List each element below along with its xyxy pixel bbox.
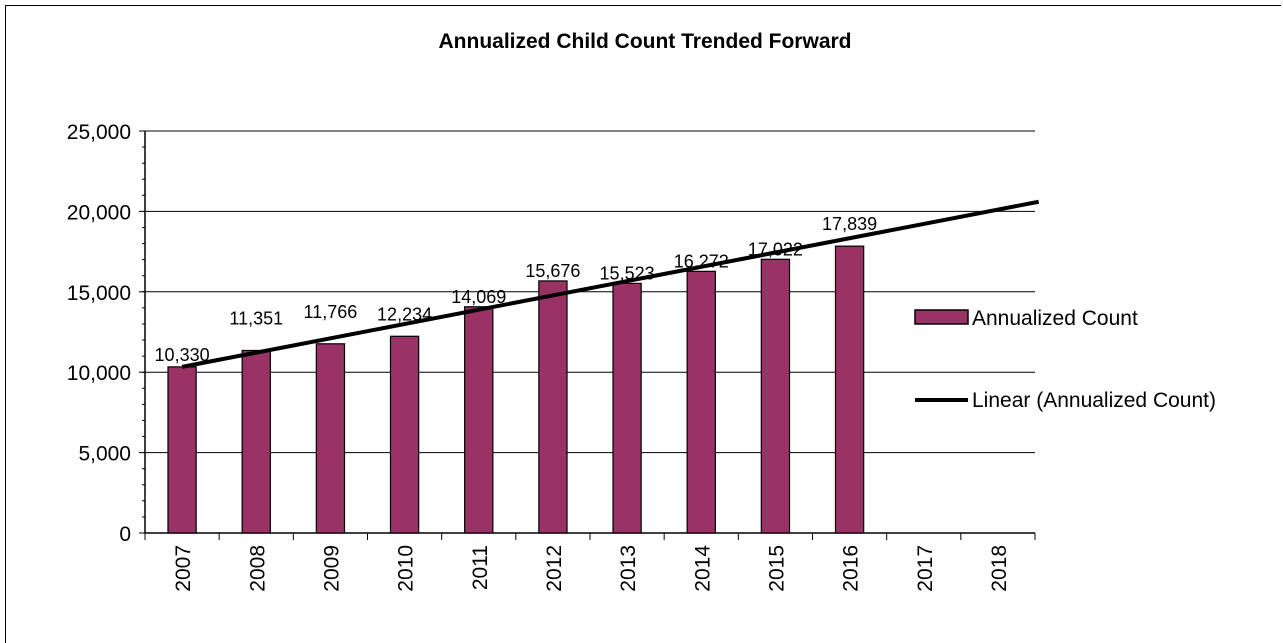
x-tick-label: 2014 bbox=[691, 545, 714, 592]
y-tick-label: 15,000 bbox=[67, 282, 131, 305]
x-tick-label: 2013 bbox=[617, 545, 640, 592]
bar bbox=[167, 366, 197, 534]
data-label: 11,351 bbox=[229, 308, 283, 328]
x-tick-label: 2009 bbox=[320, 545, 343, 592]
y-tick-label: 0 bbox=[119, 523, 131, 546]
y-tick-label: 5,000 bbox=[78, 443, 131, 466]
legend-trendline-label: Linear (Annualized Count) bbox=[972, 389, 1216, 412]
x-tick-label: 2012 bbox=[543, 545, 566, 592]
bar bbox=[538, 280, 568, 534]
x-tick-label: 2010 bbox=[395, 545, 418, 592]
data-label: 17,839 bbox=[822, 214, 877, 234]
trendline bbox=[181, 199, 1040, 369]
bar bbox=[612, 282, 642, 534]
data-label: 10,330 bbox=[155, 345, 210, 365]
x-tick-label: 2007 bbox=[172, 545, 195, 592]
x-tick-label: 2015 bbox=[765, 545, 788, 592]
x-tick-label: 2017 bbox=[914, 545, 937, 592]
plot-area: 0 5,000 10,000 15,000 20,000 25,000 2007 2008 20… bbox=[67, 121, 1040, 592]
legend-bar-label: Annualized Count bbox=[972, 307, 1138, 330]
bar bbox=[760, 258, 791, 534]
chart-title: Annualized Child Count Trended Forward bbox=[439, 30, 852, 53]
x-tick-label: 2011 bbox=[469, 545, 492, 590]
data-label: 12,234 bbox=[377, 304, 432, 324]
x-tick-label: 2016 bbox=[840, 545, 863, 592]
x-tick-label: 2008 bbox=[246, 545, 269, 592]
x-tick-label: 2018 bbox=[988, 545, 1011, 592]
legend: Annualized Count Linear (Annualized Coun… bbox=[914, 307, 1216, 412]
legend-bar-swatch bbox=[914, 309, 969, 325]
bar bbox=[464, 306, 494, 534]
y-tick-label: 20,000 bbox=[67, 201, 131, 224]
bar bbox=[315, 343, 346, 534]
bar bbox=[686, 270, 716, 534]
data-label: 14,069 bbox=[451, 287, 506, 307]
chart-frame bbox=[5, 5, 1281, 643]
bar bbox=[389, 335, 420, 534]
data-label: 11,766 bbox=[304, 302, 358, 322]
data-label: 15,676 bbox=[525, 261, 580, 281]
bar bbox=[834, 245, 865, 534]
y-tick-label: 10,000 bbox=[67, 362, 131, 385]
bar bbox=[241, 349, 271, 534]
y-tick-label: 25,000 bbox=[67, 121, 131, 144]
data-label: 16,272 bbox=[674, 251, 729, 271]
